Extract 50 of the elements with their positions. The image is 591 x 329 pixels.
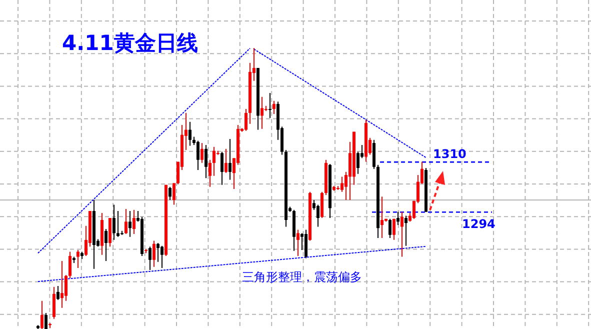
- candlestick: [220, 151, 224, 186]
- candlestick: [204, 144, 208, 179]
- candlestick: [160, 245, 164, 269]
- candlestick: [168, 186, 172, 201]
- candlestick: [304, 229, 308, 259]
- candlestick: [60, 260, 64, 308]
- candlestick: [40, 300, 44, 329]
- candlestick: [224, 148, 228, 174]
- candlestick: [296, 229, 300, 256]
- text: 1310: [433, 147, 466, 161]
- candlestick: [320, 191, 324, 219]
- candlestick: [212, 146, 216, 176]
- candlestick: [56, 286, 60, 301]
- candlestick: [52, 286, 56, 320]
- candlestick: [372, 139, 376, 170]
- candlestick: [156, 242, 160, 262]
- candlestick: [76, 250, 80, 269]
- text: 1294: [462, 217, 496, 231]
- candlestick: [116, 210, 120, 238]
- candlestick: [392, 218, 396, 240]
- candlestick: [196, 140, 200, 170]
- candlestick: [260, 96, 264, 130]
- candlestick: [208, 159, 212, 188]
- candlestick: [396, 211, 400, 226]
- candlestick: [128, 210, 132, 238]
- candlestick: [124, 208, 128, 235]
- candlestick: [400, 211, 404, 258]
- candlestick: [244, 108, 248, 132]
- candlestick: [68, 251, 72, 279]
- candlestick: [132, 209, 136, 235]
- candlestick: [188, 121, 192, 146]
- candlestick: [64, 274, 68, 302]
- candlestick: [316, 204, 320, 228]
- candlestick: [152, 240, 156, 268]
- chart-title: 4.11黄金日线: [62, 31, 198, 55]
- candlestick: [228, 138, 232, 180]
- candlestick: [172, 182, 176, 206]
- candlestick: [148, 246, 152, 270]
- candlestick: [104, 228, 108, 262]
- candlestick: [380, 196, 384, 238]
- candlestick: [200, 142, 204, 164]
- candlestick: [112, 204, 116, 240]
- candlestick: [356, 151, 360, 174]
- candlestick: [268, 92, 272, 118]
- candlestick: [44, 312, 48, 329]
- candlestick: [388, 218, 392, 238]
- candlestick: [340, 176, 344, 192]
- candlestick: [272, 100, 276, 115]
- annotation: 三角形整理，震荡偏多: [242, 270, 362, 284]
- candlestick: [404, 215, 408, 246]
